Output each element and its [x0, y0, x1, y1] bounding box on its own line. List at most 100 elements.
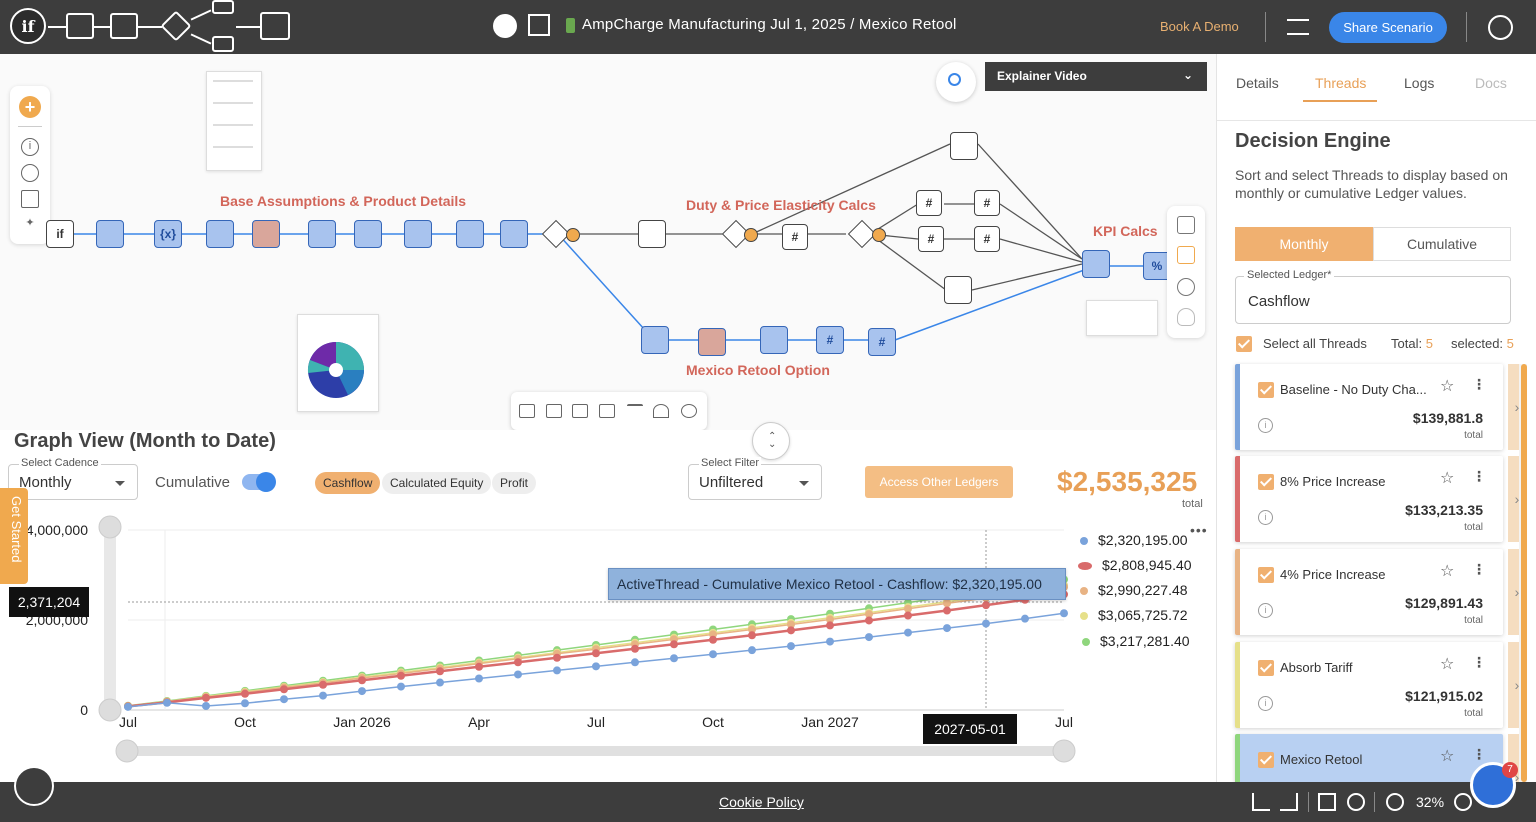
add-branch-icon[interactable]	[744, 228, 758, 242]
history-icon[interactable]	[1177, 278, 1195, 296]
add-node-button[interactable]: +	[19, 96, 41, 118]
tab-threads[interactable]: Threads	[1315, 75, 1367, 91]
more-vert-icon[interactable]: ⋮	[1472, 654, 1486, 670]
filter-select[interactable]: Select Filter Unfiltered	[688, 457, 822, 500]
zoom-out-icon[interactable]	[1454, 793, 1472, 811]
tab-logs[interactable]: Logs	[1404, 75, 1435, 91]
info-icon[interactable]: i	[1258, 696, 1273, 711]
app-logo[interactable]: if	[10, 8, 46, 44]
thread-card[interactable]: Baseline - No Duty Cha... ☆ ⋮ i $139,881.8 to…	[1235, 364, 1526, 450]
thread-checkbox[interactable]	[1258, 660, 1274, 676]
cadence-select[interactable]: Select Cadence Monthly	[8, 457, 138, 500]
info-icon[interactable]: i	[1258, 418, 1273, 433]
select-all-checkbox[interactable]	[1236, 336, 1252, 352]
layout-icon[interactable]	[528, 14, 550, 36]
chip-cashflow[interactable]: Cashflow	[315, 472, 381, 494]
get-started-tab[interactable]: Get Started	[0, 488, 28, 584]
calc-node[interactable]: #	[816, 326, 844, 354]
crop-icon[interactable]	[1318, 793, 1336, 811]
lightbulb-icon[interactable]	[1177, 308, 1195, 326]
info-icon[interactable]	[1177, 216, 1195, 234]
info-icon[interactable]: i	[1258, 603, 1273, 618]
calc-node[interactable]: #	[974, 190, 1000, 216]
legend-item-3[interactable]: $2,990,227.48	[1080, 582, 1188, 598]
search-button[interactable]	[936, 62, 976, 102]
legend-item-2[interactable]: $2,808,945.40	[1078, 557, 1192, 573]
redo-icon[interactable]	[1280, 793, 1298, 811]
add-branch-icon[interactable]	[872, 228, 886, 242]
thread-checkbox[interactable]	[1258, 474, 1274, 490]
star-icon[interactable]: ☆	[1440, 563, 1455, 580]
undo-icon[interactable]	[1252, 793, 1270, 811]
table-icon[interactable]	[546, 404, 562, 418]
cookie-policy-link[interactable]: Cookie Policy	[719, 794, 804, 810]
target-icon[interactable]	[1347, 793, 1365, 811]
scrollbar-thumb[interactable]	[1521, 364, 1527, 782]
user-account-icon[interactable]	[1488, 15, 1513, 40]
filter-icon[interactable]	[627, 404, 643, 418]
kpi-table-node-icon[interactable]	[1082, 250, 1110, 278]
legend-item-5[interactable]: $3,217,281.40	[1082, 633, 1190, 649]
chat-support-button[interactable]	[1470, 762, 1516, 808]
share-node-icon[interactable]	[493, 14, 517, 38]
legend-item-4[interactable]: $3,065,725.72	[1080, 607, 1188, 623]
thread-checkbox[interactable]	[1258, 382, 1274, 398]
chip-calculated-equity[interactable]: Calculated Equity	[382, 472, 492, 494]
variables-card[interactable]	[206, 71, 262, 171]
document-icon[interactable]	[212, 36, 234, 52]
more-options-icon[interactable]: •••	[1190, 522, 1208, 538]
add-row-icon[interactable]	[572, 404, 588, 418]
stop-node-icon[interactable]	[950, 132, 978, 160]
legend-item-1[interactable]: $2,320,195.00	[1080, 532, 1188, 548]
table-node-icon[interactable]	[638, 220, 666, 248]
thread-checkbox[interactable]	[1258, 567, 1274, 583]
ledger-icon[interactable]	[212, 0, 234, 14]
factory-node-icon[interactable]	[206, 220, 234, 248]
info-icon[interactable]: i	[21, 138, 39, 156]
flow-canvas[interactable]: + i ✦ if {x}	[0, 54, 1216, 444]
production-icon[interactable]	[66, 13, 94, 39]
sliders-node-icon[interactable]	[456, 220, 484, 248]
box-node-icon[interactable]	[404, 220, 432, 248]
unit-cost-pie-card[interactable]	[297, 314, 379, 412]
thread-checkbox[interactable]	[1258, 752, 1274, 768]
more-vert-icon[interactable]: ⋮	[1472, 468, 1486, 484]
add-branch-icon[interactable]	[566, 228, 580, 242]
thread-card[interactable]: 8% Price Increase ☆ ⋮ i $133,213.35 total ›	[1235, 456, 1526, 542]
cumulative-segment[interactable]: Cumulative	[1373, 227, 1511, 261]
trend-chart-icon[interactable]	[110, 13, 138, 39]
calc-node[interactable]: #	[782, 224, 808, 250]
disabled-node-icon[interactable]	[698, 328, 726, 356]
tab-details[interactable]: Details	[1236, 75, 1279, 91]
list-icon[interactable]	[21, 190, 39, 208]
monthly-toggle[interactable]: Monthly	[1235, 227, 1373, 261]
more-vert-icon[interactable]: ⋮	[1472, 561, 1486, 577]
sparkle-icon[interactable]: ✦	[25, 217, 35, 229]
zoom-in-icon[interactable]	[1386, 793, 1404, 811]
comment-icon[interactable]	[21, 164, 39, 182]
calc-node[interactable]: #	[974, 226, 1000, 252]
star-icon[interactable]: ☆	[1440, 656, 1455, 673]
thread-card[interactable]: Absorb Tariff ☆ ⋮ i $121,915.02 total ›	[1235, 642, 1526, 728]
handshake-node-icon[interactable]	[96, 220, 124, 248]
more-vert-icon[interactable]: ⋮	[1472, 376, 1486, 392]
star-icon[interactable]: ☆	[1440, 748, 1455, 765]
disabled-node-icon[interactable]	[252, 220, 280, 248]
selected-ledger-field[interactable]: Selected Ledger* Cashflow	[1235, 269, 1511, 324]
share-scenario-button[interactable]: Share Scenario	[1329, 12, 1447, 43]
thread-card[interactable]: 4% Price Increase ☆ ⋮ i $129,891.43 total ›	[1235, 549, 1526, 635]
tab-docs[interactable]: Docs	[1475, 75, 1507, 91]
calc-node[interactable]: #	[916, 190, 942, 216]
playlist-add-icon[interactable]	[1287, 19, 1309, 35]
target-icon[interactable]	[260, 12, 290, 40]
variables-node[interactable]: {x}	[154, 220, 182, 248]
if-start-node[interactable]: if	[46, 220, 74, 248]
layers-node-icon[interactable]	[760, 326, 788, 354]
chip-profit[interactable]: Profit	[492, 472, 537, 494]
legend-icon[interactable]	[1177, 246, 1195, 264]
star-icon[interactable]: ☆	[1440, 378, 1455, 395]
gauge-icon[interactable]	[653, 404, 669, 418]
calc-node[interactable]: #	[868, 328, 896, 356]
sync-icon[interactable]	[14, 766, 54, 806]
